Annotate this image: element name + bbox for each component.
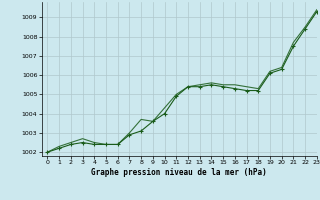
X-axis label: Graphe pression niveau de la mer (hPa): Graphe pression niveau de la mer (hPa) (91, 168, 267, 177)
